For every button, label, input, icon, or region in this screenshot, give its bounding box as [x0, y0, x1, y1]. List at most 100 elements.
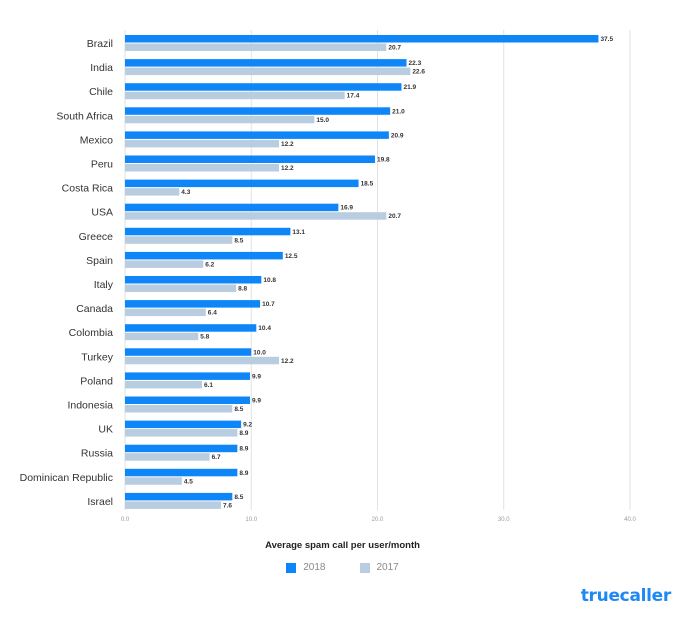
legend-swatch-2017 [359, 562, 370, 573]
data-label-2018: 10.4 [258, 325, 271, 332]
data-label-2017: 6.2 [205, 261, 214, 268]
bar-2018 [125, 396, 250, 404]
legend: 2018 2017 [0, 562, 685, 573]
data-label-2018: 16.9 [340, 205, 353, 212]
category-label: Italy [94, 279, 114, 291]
data-label-2017: 12.2 [281, 358, 294, 365]
x-tick-label: 20.0 [372, 517, 384, 523]
category-label: USA [91, 207, 113, 219]
category-label: Russia [81, 448, 113, 460]
legend-item-2017[interactable]: 2017 [359, 562, 399, 573]
category-label: Turkey [81, 351, 113, 363]
data-label-2017: 12.2 [281, 165, 294, 172]
bar-2018 [125, 131, 389, 139]
category-label: Greece [79, 231, 114, 243]
truecaller-logo: truecaller [580, 586, 672, 606]
bar-2017 [125, 501, 221, 509]
data-label-2017: 20.7 [388, 213, 401, 220]
bar-2018 [125, 420, 242, 429]
category-label: UK [98, 424, 113, 436]
category-label: Dominican Republic [20, 472, 113, 484]
data-label-2018: 18.5 [361, 181, 374, 188]
legend-swatch-2018 [286, 562, 297, 573]
data-label-2017: 20.7 [388, 45, 401, 52]
bar-2017 [125, 308, 206, 317]
data-label-2018: 19.8 [377, 157, 390, 164]
bar-2018 [125, 59, 407, 67]
bar-2018 [125, 83, 402, 91]
bar-2017 [125, 260, 204, 268]
bar-chart: 0.0 10.0 20.0 30.0 40.0 Brazil 37.5 20.7 India 22… [20, 30, 636, 523]
bar-2017 [125, 429, 238, 437]
bar-2017 [125, 67, 411, 76]
legend-item-2018[interactable]: 2018 [286, 562, 326, 573]
category-label: Brazil [87, 38, 113, 50]
x-tick-label: 0.0 [121, 517, 130, 523]
bar-2018 [125, 468, 238, 477]
data-label-2018: 9.9 [252, 373, 261, 380]
bar-2017 [125, 453, 210, 461]
x-tick-label: 30.0 [498, 517, 510, 523]
category-label: South Africa [56, 110, 113, 122]
data-label-2018: 37.5 [600, 36, 613, 43]
bar-2017 [125, 236, 233, 244]
data-label-2018: 12.5 [285, 253, 298, 260]
data-label-2017: 8.5 [234, 237, 243, 244]
bar-2017 [125, 139, 280, 148]
bar-2017 [125, 212, 387, 220]
category-label: Indonesia [67, 400, 113, 412]
bar-2018 [125, 203, 339, 212]
bar-2017 [125, 91, 345, 100]
category-label: Mexico [80, 134, 113, 146]
data-label-2018: 8.9 [239, 470, 248, 477]
bar-2017 [125, 284, 237, 292]
bar-2018 [125, 155, 375, 163]
category-label: Chile [89, 86, 113, 98]
category-label: Peru [91, 159, 113, 171]
category-label: India [90, 62, 113, 74]
data-label-2017: 5.8 [200, 334, 209, 341]
data-label-2017: 8.5 [234, 406, 243, 413]
data-label-2017: 22.6 [412, 69, 425, 76]
bar-2017 [125, 332, 199, 341]
bar-2017 [125, 188, 180, 196]
category-label: Colombia [69, 327, 114, 339]
data-label-2018: 20.9 [391, 132, 404, 139]
bar-2018 [125, 444, 238, 453]
bar-2017 [125, 356, 280, 365]
bar-2017 [125, 164, 280, 172]
x-axis-title: Average spam call per user/month [265, 540, 420, 551]
data-label-2018: 13.1 [292, 229, 305, 236]
data-label-2018: 10.0 [253, 349, 266, 356]
bar-2018 [125, 227, 291, 236]
data-label-2018: 21.0 [392, 108, 405, 115]
data-label-2018: 8.5 [234, 494, 243, 501]
bar-2018 [125, 107, 391, 115]
category-label: Costa Rica [62, 183, 114, 195]
bar-2018 [125, 35, 599, 43]
data-label-2017: 15.0 [316, 117, 329, 124]
data-label-2017: 17.4 [347, 93, 360, 100]
data-label-2018: 21.9 [403, 84, 416, 91]
bar-2018 [125, 300, 261, 308]
bar-2018 [125, 179, 359, 188]
x-tick-label: 40.0 [624, 517, 636, 523]
legend-label-2017: 2017 [376, 562, 399, 573]
x-tick-label: 10.0 [245, 517, 257, 523]
data-label-2017: 12.2 [281, 141, 294, 148]
category-label: Canada [76, 303, 113, 315]
bar-2018 [125, 348, 252, 356]
bar-2017 [125, 477, 182, 485]
bar-2017 [125, 115, 315, 124]
data-label-2017: 7.6 [223, 502, 232, 509]
data-label-2017: 8.9 [239, 430, 248, 437]
bar-2018 [125, 372, 250, 380]
data-label-2018: 9.2 [243, 422, 252, 429]
bar-2018 [125, 492, 233, 501]
legend-label-2018: 2018 [303, 562, 326, 573]
bar-2017 [125, 405, 233, 413]
category-label: Israel [87, 496, 113, 508]
bar-2018 [125, 251, 283, 260]
bar-2018 [125, 276, 262, 284]
bar-2017 [125, 43, 387, 51]
